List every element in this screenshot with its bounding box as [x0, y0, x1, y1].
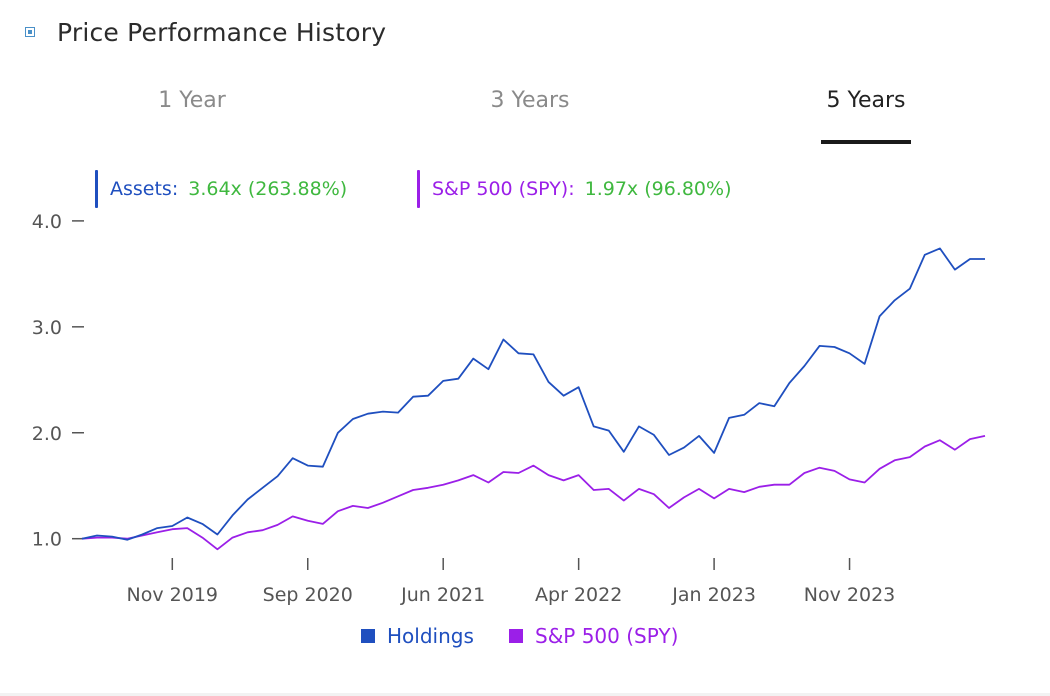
y-tick-label: 1.0 — [32, 529, 62, 551]
tab-3-years[interactable]: 3 Years — [490, 88, 570, 113]
legend-swatch-holdings — [361, 629, 375, 643]
legend-holdings[interactable]: Holdings — [361, 622, 474, 650]
legend-swatch-spy — [509, 629, 523, 643]
x-tick-label: Nov 2019 — [127, 584, 218, 606]
bottom-divider — [0, 693, 1050, 696]
y-tick-label: 2.0 — [32, 423, 62, 445]
x-tick-label: Jan 2023 — [671, 584, 756, 606]
page-title: Price Performance History — [57, 17, 387, 47]
y-tick-label: 3.0 — [32, 317, 62, 339]
spy-summary: S&P 500 (SPY): 1.97x (96.80%) — [417, 170, 732, 208]
tab-5-years[interactable]: 5 Years — [826, 88, 906, 113]
chart-box-icon — [25, 27, 35, 37]
spy-summary-bar — [417, 170, 420, 208]
spy-summary-label: S&P 500 (SPY): — [432, 178, 575, 200]
assets-summary-bar — [95, 170, 98, 208]
assets-summary: Assets: 3.64x (263.88%) — [95, 170, 347, 208]
y-tick-label: 4.0 — [32, 211, 62, 233]
x-tick-label: Nov 2023 — [804, 584, 895, 606]
title-row: Price Performance History — [25, 14, 386, 50]
legend-label-holdings: Holdings — [387, 624, 474, 648]
legend-label-spy: S&P 500 (SPY) — [535, 624, 679, 648]
y-axis: 1.0 2.0 3.0 4.0 — [32, 211, 84, 551]
holdings-series-line — [81, 247, 985, 541]
x-tick-label: Jun 2021 — [400, 584, 485, 606]
tab-1-year[interactable]: 1 Year — [158, 88, 226, 113]
assets-summary-label: Assets: — [110, 178, 179, 200]
x-axis: Nov 2019 Sep 2020 Jun 2021 Apr 2022 Jan 2023… — [127, 558, 895, 606]
spy-summary-value: 1.97x (96.80%) — [584, 178, 732, 200]
assets-summary-value: 3.64x (263.88%) — [188, 178, 348, 200]
spy-series-line — [81, 435, 986, 551]
x-tick-label: Sep 2020 — [263, 584, 353, 606]
active-tab-indicator — [821, 140, 911, 144]
legend-spy[interactable]: S&P 500 (SPY) — [509, 622, 678, 650]
x-tick-label: Apr 2022 — [535, 584, 622, 606]
series-lines — [81, 247, 986, 551]
